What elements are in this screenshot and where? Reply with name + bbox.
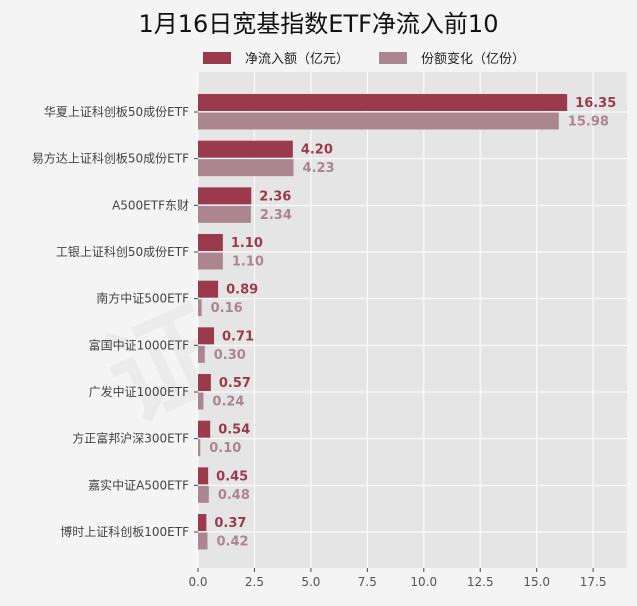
data-label: 0.10 (209, 441, 241, 456)
bar (198, 205, 251, 223)
data-label: 0.42 (216, 535, 248, 550)
category-label: A500ETF东财 (112, 198, 189, 212)
category-label: 富国中证1000ETF (89, 337, 189, 352)
bar (198, 467, 209, 485)
bar (198, 439, 201, 457)
bar (198, 299, 202, 317)
bar (198, 345, 205, 363)
legend-label: 净流入额（亿元） (245, 52, 350, 67)
legend-item-share-change: 份额变化（亿份） (379, 48, 525, 67)
category-label: 方正富邦沪深300ETF (72, 431, 189, 446)
legend-swatch (379, 51, 408, 64)
data-label: 2.36 (259, 189, 291, 204)
data-label: 0.48 (218, 488, 250, 503)
x-tick-label: 10.0 (410, 575, 437, 589)
bar (198, 187, 252, 205)
data-label: 16.35 (575, 96, 616, 111)
x-tick-label: 15.0 (523, 575, 550, 589)
data-label: 0.30 (214, 348, 246, 363)
data-label: 2.34 (260, 208, 292, 223)
bar (198, 420, 211, 438)
data-label: 0.89 (226, 283, 258, 298)
legend-item-net-inflow: 净流入额（亿元） (203, 48, 349, 67)
x-tick-label: 0.0 (188, 575, 207, 589)
bar (198, 485, 209, 503)
category-label: 工银上证科创50成份ETF (56, 245, 189, 259)
data-label: 4.23 (303, 161, 335, 176)
category-label: 南方中证500ETF (96, 291, 189, 306)
data-label: 15.98 (568, 115, 609, 130)
data-label: 0.37 (214, 516, 246, 531)
category-label: 华夏上证科创板50成份ETF (44, 105, 189, 119)
data-label: 0.54 (218, 423, 250, 438)
bar (198, 234, 223, 251)
bar (198, 514, 207, 531)
legend: 净流入额（亿元） 份额变化（亿份） (203, 48, 525, 67)
data-label: 0.57 (219, 376, 251, 391)
bar (198, 392, 204, 410)
x-tick-label: 17.5 (580, 575, 607, 589)
data-label: 1.10 (231, 236, 263, 251)
x-tick-label: 12.5 (467, 575, 494, 589)
bar (198, 94, 568, 111)
category-label: 博时上证科创板100ETF (60, 524, 189, 539)
bar (198, 374, 211, 391)
legend-swatch (203, 51, 231, 64)
bar (198, 140, 293, 158)
category-label: 易方达上证科创板50成份ETF (32, 151, 189, 166)
bar (198, 112, 559, 130)
x-tick-label: 5.0 (301, 575, 320, 589)
x-tick-label: 2.5 (245, 575, 264, 589)
category-label: 广发中证1000ETF (89, 384, 189, 399)
data-label: 0.45 (216, 469, 248, 484)
bar (198, 532, 208, 550)
data-label: 0.24 (212, 395, 244, 410)
legend-label: 份额变化（亿份） (421, 52, 526, 67)
bar (198, 252, 223, 270)
x-tick-label: 7.5 (358, 575, 377, 589)
data-label: 0.71 (222, 329, 254, 344)
category-label: 嘉实中证A500ETF (88, 477, 189, 492)
chart-title: 1月16日宽基指数ETF净流入前10 (138, 10, 499, 38)
bar (198, 159, 294, 177)
data-label: 0.16 (211, 301, 243, 316)
data-label: 4.20 (301, 143, 333, 158)
bar (198, 280, 219, 298)
bar (198, 327, 215, 345)
data-label: 1.10 (232, 255, 264, 270)
